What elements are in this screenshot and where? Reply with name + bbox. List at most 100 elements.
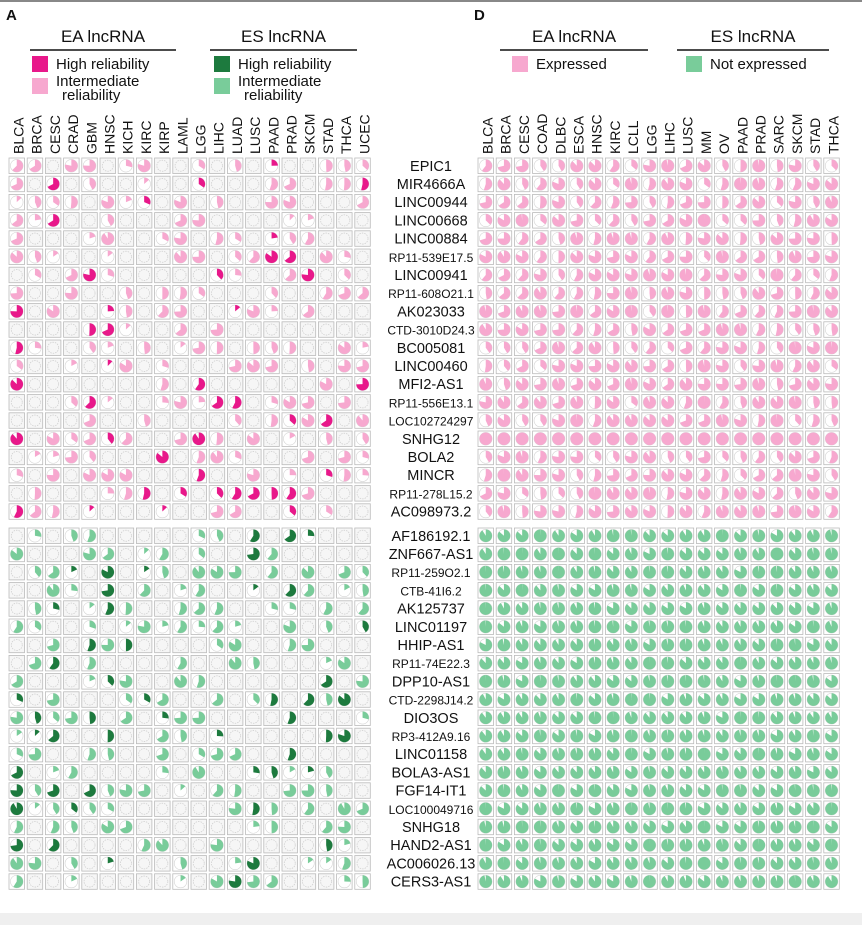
a-cell-5-2 [45, 248, 62, 265]
d-cell-31-10 [659, 727, 676, 745]
a-cell-28-0 [8, 673, 25, 690]
a-cell-36-5 [99, 818, 116, 836]
a-cell-15-3 [63, 430, 80, 447]
a-cell-23-11 [208, 582, 226, 599]
a-cell-1-3 [63, 175, 80, 193]
a-cell-38-13 [245, 855, 262, 872]
d-cell-37-11 [677, 837, 695, 854]
a-cell-16-19 [354, 448, 371, 466]
row-label-znf667-as1: ZNF667-AS1 [389, 547, 474, 563]
a-cell-20-9 [172, 527, 189, 544]
d-cell-35-15 [750, 800, 767, 817]
a-cell-35-10 [190, 800, 207, 817]
d-cell-32-10 [659, 746, 676, 763]
d-cell-18-5 [568, 485, 585, 502]
d-cell-27-17 [787, 655, 804, 672]
a-cell-24-4 [81, 600, 98, 617]
a-cell-20-17 [317, 527, 335, 544]
a-cell-5-8 [154, 248, 171, 265]
d-cell-22-11 [677, 564, 695, 581]
a-cell-15-0 [8, 430, 25, 447]
a-cell-19-16 [299, 503, 317, 520]
a-cell-33-7 [135, 764, 153, 781]
a-cell-34-6 [117, 782, 135, 799]
a-cell-25-11 [208, 618, 226, 635]
d-cell-37-10 [659, 837, 676, 854]
a-cell-23-15 [281, 582, 298, 599]
d-cell-12-12 [696, 375, 713, 393]
a-cell-2-17 [317, 193, 335, 211]
row-label-rp11-278l15-2: RP11-278L15.2 [389, 487, 473, 501]
d-cell-11-18 [805, 357, 822, 375]
d-cell-22-0 [477, 564, 494, 581]
d-col-label-kirc: KIRC [607, 121, 623, 154]
d-cell-12-1 [495, 375, 513, 393]
a-cell-20-8 [154, 527, 171, 544]
d-cell-38-4 [550, 855, 567, 872]
row-label-cers3-as1: CERS3-AS1 [391, 875, 472, 891]
d-cell-23-14 [732, 582, 749, 599]
d-cell-33-19 [823, 764, 840, 781]
a-cell-2-9 [172, 193, 189, 211]
d-cell-16-11 [677, 448, 695, 466]
d-cell-1-12 [696, 175, 713, 193]
d-cell-39-0 [477, 873, 494, 890]
a-cell-32-12 [226, 746, 244, 763]
a-cell-17-19 [354, 466, 371, 484]
d-cell-23-15 [750, 582, 767, 599]
d-cell-1-5 [568, 175, 585, 193]
d-cell-29-19 [823, 691, 840, 708]
d-cell-27-8 [623, 655, 640, 672]
a-cell-9-16 [299, 321, 317, 338]
a-cell-14-14 [263, 412, 280, 429]
d-cell-39-2 [514, 873, 531, 890]
d-cell-25-4 [550, 618, 567, 635]
d-cell-21-7 [605, 545, 622, 563]
d-cell-12-10 [659, 375, 676, 393]
d-cell-5-7 [605, 248, 622, 265]
d-cell-4-9 [641, 230, 658, 247]
a-cell-16-4 [81, 448, 98, 466]
d-cell-11-17 [787, 357, 804, 375]
a-cell-27-17 [317, 655, 335, 672]
row-label-linc00460: LINC00460 [394, 359, 467, 375]
d-cell-17-12 [696, 466, 713, 484]
d-cell-0-10 [659, 157, 676, 174]
d-cell-12-0 [477, 375, 494, 393]
d-cell-31-4 [550, 727, 567, 745]
d-cell-13-11 [677, 394, 695, 411]
d-cell-12-16 [768, 375, 786, 393]
a-cell-16-6 [117, 448, 135, 466]
d-cell-19-3 [532, 503, 549, 520]
a-cell-34-12 [226, 782, 244, 799]
d-cell-12-6 [586, 375, 604, 393]
a-cell-28-6 [117, 673, 135, 690]
a-cell-6-5 [99, 266, 116, 284]
a-cell-3-19 [354, 212, 371, 229]
d-cell-29-14 [732, 691, 749, 708]
d-cell-0-19 [823, 157, 840, 174]
a-cell-38-17 [317, 855, 335, 872]
a-col-label-stad: STAD [320, 118, 336, 154]
a-col-label-blca: BLCA [11, 117, 27, 154]
d-cell-34-0 [477, 782, 494, 799]
d-cell-3-1 [495, 212, 513, 229]
a-cell-27-0 [8, 655, 25, 672]
a-cell-36-19 [354, 818, 371, 836]
a-cell-8-15 [281, 303, 298, 320]
a-cell-23-19 [354, 582, 371, 599]
d-cell-30-13 [714, 709, 731, 726]
a-cell-21-1 [26, 545, 44, 563]
a-cell-27-13 [245, 655, 262, 672]
d-cell-6-11 [677, 266, 695, 284]
a-cell-4-4 [81, 230, 98, 247]
d-cell-38-11 [677, 855, 695, 872]
d-cell-26-3 [532, 636, 549, 654]
a-cell-11-15 [281, 357, 298, 375]
a-cell-3-1 [26, 212, 44, 229]
a-cell-14-12 [226, 412, 244, 429]
a-cell-37-15 [281, 837, 298, 854]
a-cell-0-17 [317, 157, 335, 174]
a-cell-8-10 [190, 303, 207, 320]
d-cell-38-3 [532, 855, 549, 872]
